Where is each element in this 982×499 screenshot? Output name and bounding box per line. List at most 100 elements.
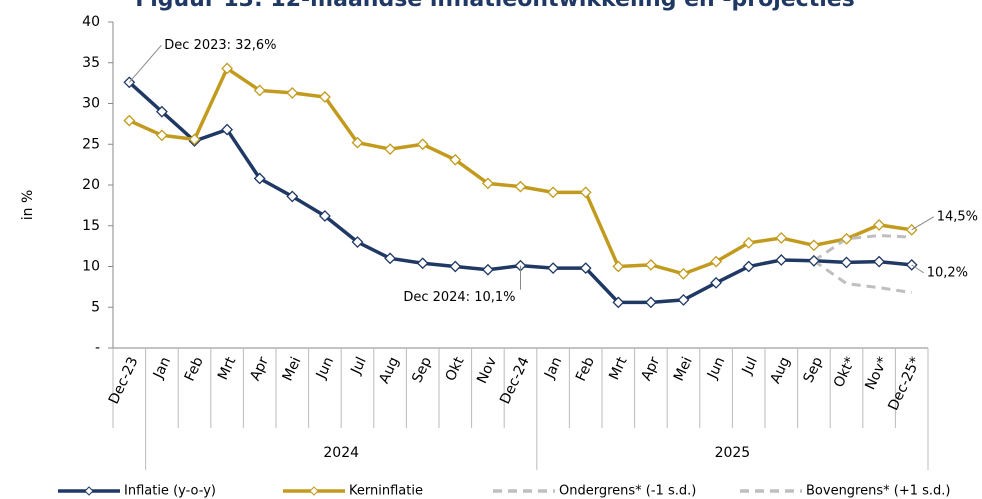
legend-marker bbox=[84, 486, 94, 496]
group-label: 2024 bbox=[323, 445, 359, 461]
data-point bbox=[644, 296, 657, 309]
y-tick-label: 25 bbox=[82, 136, 100, 152]
y-tick-label: 20 bbox=[82, 177, 100, 193]
data-point bbox=[579, 262, 592, 275]
annotation: 14,5% bbox=[937, 209, 978, 224]
data-point bbox=[742, 260, 755, 273]
data-point bbox=[644, 258, 657, 271]
x-tick-label: Mrt bbox=[606, 354, 631, 382]
data-point bbox=[221, 62, 234, 75]
annotation-leader bbox=[911, 216, 934, 231]
data-point bbox=[840, 232, 853, 245]
data-point bbox=[612, 296, 625, 309]
data-point bbox=[547, 262, 560, 275]
data-point bbox=[514, 180, 527, 193]
x-tick-label: Jul bbox=[348, 355, 370, 378]
data-point bbox=[710, 276, 723, 289]
data-point bbox=[775, 232, 788, 244]
data-point bbox=[873, 255, 886, 268]
data-point bbox=[155, 129, 168, 142]
data-point bbox=[677, 293, 690, 306]
data-point bbox=[123, 114, 136, 127]
annotation: Dec 2023: 32,6% bbox=[164, 38, 276, 53]
x-tick-label: Nov bbox=[474, 355, 500, 387]
annotation: 10,2% bbox=[927, 265, 968, 280]
x-tick-label: Dec-25* bbox=[885, 355, 924, 413]
group-label: 2025 bbox=[715, 445, 751, 461]
legend-label: Bovengrens* (+1 s.d.) bbox=[806, 484, 951, 499]
data-point bbox=[318, 210, 331, 222]
x-tick-label: Feb bbox=[573, 355, 598, 384]
x-tick-label: Feb bbox=[182, 355, 207, 384]
data-point bbox=[384, 143, 397, 156]
legend-marker bbox=[309, 486, 319, 496]
series-line bbox=[813, 259, 912, 295]
data-point bbox=[612, 260, 625, 273]
x-tick-label: Mei bbox=[280, 355, 305, 384]
chart-title: Figuur 13: 12-maandse inflatieontwikkeli… bbox=[135, 0, 855, 12]
x-tick-label: Jan bbox=[150, 355, 174, 382]
data-point bbox=[416, 138, 429, 151]
data-point bbox=[286, 86, 299, 99]
y-tick-label: 5 bbox=[91, 299, 100, 315]
data-point bbox=[710, 255, 723, 268]
y-tick-label: 15 bbox=[82, 218, 100, 234]
x-tick-label: Jul bbox=[739, 355, 761, 378]
x-tick-label: Nov* bbox=[862, 355, 891, 393]
data-point bbox=[807, 239, 820, 252]
data-point bbox=[481, 177, 494, 190]
series-line bbox=[128, 65, 912, 276]
y-axis-label: in % bbox=[20, 190, 36, 221]
data-point bbox=[677, 267, 690, 280]
x-tick-label: Okt* bbox=[831, 355, 859, 390]
x-tick-label: Sep bbox=[409, 355, 435, 386]
data-point bbox=[155, 105, 168, 118]
x-tick-label: Apr bbox=[247, 354, 272, 383]
data-point bbox=[775, 254, 788, 266]
data-point bbox=[351, 236, 364, 248]
y-tick-label: 40 bbox=[82, 14, 100, 30]
y-tick-label: 10 bbox=[82, 259, 100, 275]
data-point bbox=[253, 84, 266, 97]
data-point bbox=[286, 190, 299, 203]
data-point bbox=[481, 263, 494, 276]
x-tick-label: Jan bbox=[541, 355, 565, 382]
legend-label: Kerninflatie bbox=[349, 484, 423, 499]
x-tick-label: Aug bbox=[376, 355, 402, 387]
data-point bbox=[449, 153, 462, 166]
data-point bbox=[318, 91, 331, 103]
data-point bbox=[416, 257, 429, 270]
data-point bbox=[384, 252, 397, 265]
x-tick-label: Dec-24 bbox=[497, 355, 533, 407]
data-point bbox=[351, 136, 364, 149]
data-point bbox=[188, 133, 201, 146]
data-point bbox=[840, 256, 853, 269]
x-tick-label: Jun bbox=[704, 355, 728, 382]
data-point bbox=[742, 236, 755, 249]
x-tick-label: Jun bbox=[313, 355, 337, 382]
x-tick-label: Sep bbox=[800, 355, 826, 386]
x-tick-label: Dec-23 bbox=[106, 355, 142, 407]
legend-label: Ondergrens* (-1 s.d.) bbox=[559, 484, 696, 499]
x-tick-label: Apr bbox=[638, 354, 663, 383]
data-point bbox=[221, 123, 234, 136]
data-point bbox=[253, 172, 266, 185]
data-point bbox=[579, 186, 592, 199]
annotation-leader bbox=[911, 264, 924, 274]
x-tick-label: Mei bbox=[671, 355, 696, 384]
y-tick-label: 35 bbox=[82, 55, 100, 71]
annotation: Dec 2024: 10,1% bbox=[403, 290, 515, 305]
x-tick-label: Mrt bbox=[215, 354, 240, 382]
data-point bbox=[807, 254, 820, 267]
x-tick-label: Aug bbox=[767, 355, 793, 387]
x-tick-label: Okt bbox=[443, 354, 468, 384]
data-point bbox=[449, 260, 462, 273]
series-line bbox=[813, 234, 912, 263]
data-point bbox=[873, 219, 886, 231]
annotation-leader bbox=[128, 44, 162, 83]
y-tick-label: 30 bbox=[82, 96, 100, 112]
y-tick-label: - bbox=[95, 340, 100, 356]
data-point bbox=[547, 186, 560, 199]
legend-label: Inflatie (y-o-y) bbox=[124, 484, 216, 499]
